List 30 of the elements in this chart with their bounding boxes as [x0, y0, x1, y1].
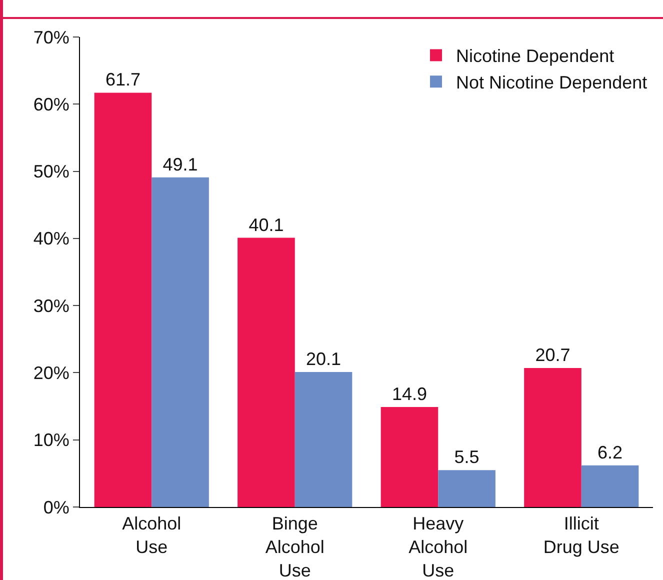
- data-label: 6.2: [598, 442, 623, 462]
- bar: [94, 92, 152, 507]
- y-tick-label: 50%: [33, 162, 70, 182]
- data-label: 61.7: [105, 70, 140, 90]
- data-label: 40.1: [248, 214, 284, 235]
- x-tick-label: Illicit Drug Use: [543, 514, 620, 557]
- bar: [294, 372, 352, 507]
- bar: [238, 238, 295, 507]
- bar: [581, 465, 639, 507]
- bar: [524, 368, 582, 507]
- data-label: 14.9: [392, 384, 428, 404]
- x-tick-label: Alcohol Use: [122, 514, 182, 557]
- y-tick-label: 30%: [33, 296, 70, 316]
- x-tick-label: Heavy Alcohol Use: [408, 514, 468, 580]
- data-label: 49.1: [162, 154, 198, 174]
- data-label: 20.7: [535, 345, 570, 366]
- bar: [152, 177, 209, 507]
- y-tick-label: 10%: [33, 430, 70, 450]
- legend-label: Nicotine Dependent: [456, 46, 614, 66]
- y-tick-label: 20%: [33, 363, 70, 384]
- y-tick-label: 0%: [43, 497, 70, 518]
- legend-label: Not Nicotine Dependent: [456, 72, 648, 93]
- data-label: 5.5: [454, 447, 480, 468]
- y-tick-label: 40%: [33, 228, 70, 249]
- y-tick-label: 60%: [33, 94, 70, 114]
- bar: [438, 470, 496, 507]
- bar: [380, 406, 438, 507]
- y-tick-label: 70%: [33, 27, 70, 48]
- data-label: 20.1: [306, 349, 342, 370]
- x-tick-label: Binge Alcohol Use: [265, 514, 324, 580]
